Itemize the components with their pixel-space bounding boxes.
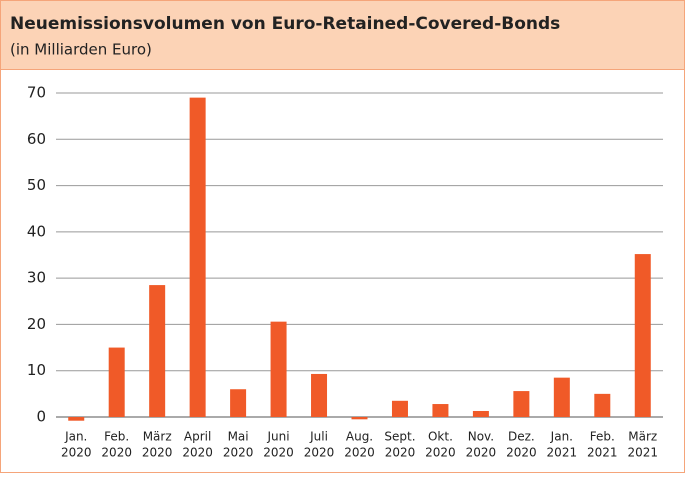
- y-tick-label: 0: [36, 408, 46, 426]
- y-tick-label: 60: [27, 130, 46, 148]
- chart-title: Neuemissionsvolumen von Euro-Retained-Co…: [10, 14, 560, 34]
- x-tick-label: Aug.: [346, 430, 373, 444]
- bar: [594, 393, 611, 417]
- x-tick-label: 2020: [263, 446, 294, 460]
- bar: [513, 391, 530, 417]
- x-tick-label: 2020: [182, 446, 213, 460]
- bar: [432, 404, 449, 417]
- bar: [634, 254, 651, 417]
- header: [0, 0, 685, 70]
- y-tick-label: 30: [27, 269, 46, 287]
- y-tick-label: 70: [27, 84, 46, 102]
- chart-subtitle: (in Milliarden Euro): [10, 41, 152, 59]
- x-tick-label: 2020: [142, 446, 173, 460]
- y-tick-label: 40: [27, 222, 46, 240]
- x-tick-label: Juni: [267, 430, 290, 444]
- x-tick-label: Jan.: [550, 430, 573, 444]
- x-tick-label: Nov.: [468, 430, 494, 444]
- y-tick-label: 20: [27, 315, 46, 333]
- x-tick-label: Sept.: [384, 430, 415, 444]
- bar: [311, 373, 328, 417]
- x-tick-label: Juli: [309, 430, 328, 444]
- bar: [68, 417, 85, 421]
- x-tick-label: Mai: [228, 430, 249, 444]
- bar: [149, 285, 166, 417]
- x-tick-label: 2020: [304, 446, 335, 460]
- bar: [391, 400, 408, 417]
- x-tick-label: Feb.: [590, 430, 615, 444]
- x-tick-label: 2020: [506, 446, 537, 460]
- x-tick-label: Dez.: [508, 430, 535, 444]
- bar: [351, 417, 368, 420]
- y-tick-label: 10: [27, 361, 46, 379]
- x-tick-label: 2020: [466, 446, 497, 460]
- bar: [230, 389, 247, 417]
- x-tick-label: 2020: [344, 446, 375, 460]
- x-tick-label: 2020: [385, 446, 416, 460]
- x-tick-label: 2020: [61, 446, 92, 460]
- x-tick-label: April: [184, 430, 211, 444]
- x-tick-label: 2020: [223, 446, 254, 460]
- x-tick-label: März: [628, 430, 657, 444]
- bar: [189, 97, 206, 417]
- x-tick-label: 2020: [101, 446, 132, 460]
- y-tick-label: 50: [27, 176, 46, 194]
- x-tick-label: 2020: [425, 446, 456, 460]
- bar: [108, 347, 125, 417]
- x-tick-label: 2021: [587, 446, 618, 460]
- x-tick-label: Okt.: [428, 430, 453, 444]
- x-tick-label: Jan.: [64, 430, 87, 444]
- x-tick-label: 2021: [627, 446, 658, 460]
- x-tick-label: Feb.: [104, 430, 129, 444]
- x-tick-label: 2021: [547, 446, 578, 460]
- x-tick-label: März: [143, 430, 172, 444]
- bar: [553, 377, 570, 417]
- bar: [472, 410, 489, 417]
- bar: [270, 321, 287, 417]
